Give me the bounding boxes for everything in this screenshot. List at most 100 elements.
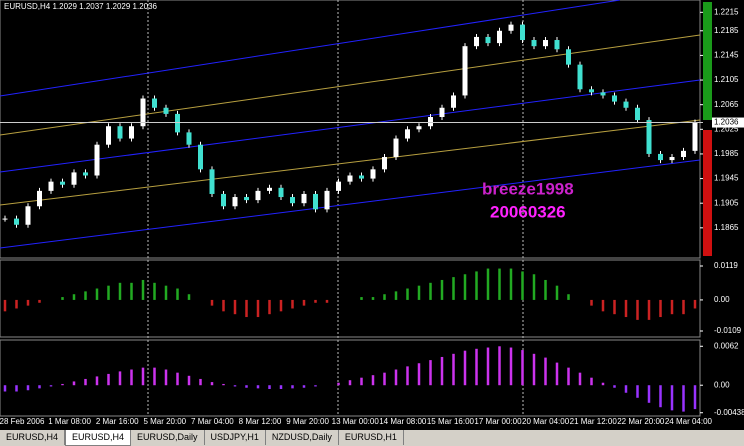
chart: EURUSD,H4 1.2029 1.2037 1.2029 1.2036 br… — [0, 0, 744, 426]
y-tick-label: 1.2185 — [714, 26, 739, 35]
y-tick-label: 1.2145 — [714, 51, 739, 60]
candle — [2, 218, 8, 220]
watermark: 20060326 — [490, 202, 566, 221]
x-tick-label: 20 Mar 04:00 — [522, 417, 570, 426]
candle — [163, 107, 169, 114]
axis-strip — [703, 2, 712, 120]
candle — [577, 64, 583, 90]
chart-header: EURUSD,H4 1.2029 1.2037 1.2029 1.2036 — [4, 2, 158, 11]
channel-line — [0, 79, 701, 173]
chart-tab[interactable]: EURUSD,H1 — [339, 430, 404, 445]
candle — [324, 190, 330, 210]
candle — [347, 175, 353, 182]
candle — [336, 181, 341, 191]
candle — [554, 40, 560, 50]
candle — [267, 187, 272, 191]
candle — [623, 101, 629, 108]
candle — [428, 116, 433, 127]
main-pane — [0, 0, 701, 259]
watermark: breeze1998 — [482, 179, 574, 198]
chart-tab[interactable]: USDJPY,H1 — [205, 430, 266, 445]
chart-tab[interactable]: EURUSD,Daily — [131, 430, 205, 445]
candle — [485, 36, 491, 44]
x-tick-label: 21 Mar 12:00 — [570, 417, 618, 426]
x-tick-label: 7 Mar 04:00 — [191, 417, 234, 426]
candle — [301, 193, 307, 204]
candle — [83, 172, 88, 176]
x-tick-label: 9 Mar 20:00 — [286, 417, 329, 426]
candle — [520, 24, 525, 41]
candle — [439, 107, 445, 117]
chart-tab[interactable]: EURUSD,H4 — [0, 430, 66, 445]
candle — [658, 153, 663, 161]
x-tick-label: 5 Mar 20:00 — [143, 417, 186, 426]
candle — [359, 175, 364, 179]
x-tick-label: 8 Mar 12:00 — [239, 417, 282, 426]
candle — [71, 172, 77, 185]
candle — [232, 197, 238, 207]
y-tick-label: 1.1985 — [714, 149, 739, 158]
candle — [462, 46, 468, 96]
channel-line — [0, 0, 621, 97]
chart-tab[interactable]: EURUSD,H4 — [65, 430, 132, 446]
candle — [646, 120, 652, 154]
candle — [692, 122, 698, 151]
channel-line — [0, 119, 701, 206]
candle — [14, 218, 19, 225]
y-tick-label: 0.00 — [714, 295, 730, 304]
candle — [37, 190, 42, 207]
candle — [543, 40, 548, 47]
axis-strip — [703, 130, 712, 256]
candle — [600, 92, 606, 96]
candle — [186, 132, 192, 145]
candle — [474, 36, 479, 47]
y-tick-label: -0.00438 — [714, 408, 744, 417]
candle — [221, 193, 226, 207]
candle — [393, 138, 399, 158]
candle — [405, 129, 410, 139]
y-tick-label: 1.2025 — [714, 124, 739, 133]
x-tick-label: 15 Mar 16:00 — [427, 417, 475, 426]
candle — [589, 89, 594, 93]
indicator-pane — [0, 339, 701, 417]
x-tick-label: 17 Mar 00:00 — [474, 417, 522, 426]
candle — [370, 169, 376, 179]
candle — [278, 187, 284, 198]
x-tick-label: 28 Feb 2006 — [0, 417, 45, 426]
y-tick-label: 1.1865 — [714, 223, 739, 232]
candle — [209, 169, 215, 194]
y-tick-label: 0.00 — [714, 380, 730, 389]
candle — [48, 181, 54, 191]
candle — [290, 197, 295, 204]
indicator-pane — [0, 259, 701, 338]
candle — [416, 126, 422, 130]
x-tick-label: 13 Mar 00:00 — [332, 417, 380, 426]
price-box — [712, 117, 744, 128]
channel-line — [0, 159, 701, 249]
x-tick-label: 14 Mar 08:00 — [379, 417, 427, 426]
candle — [612, 95, 617, 102]
channel-line — [0, 34, 701, 136]
y-tick-label: 1.2105 — [714, 75, 739, 84]
y-tick-label: 1.1945 — [714, 174, 739, 183]
candle — [140, 98, 146, 127]
chart-tab[interactable]: NZDUSD,Daily — [266, 430, 339, 445]
current-price-label: 1.2036 — [714, 118, 739, 127]
candle — [313, 193, 318, 210]
x-tick-label: 24 Mar 04:00 — [665, 417, 713, 426]
candle — [508, 24, 514, 31]
candle — [497, 30, 502, 44]
candle — [198, 144, 203, 170]
candle — [566, 49, 571, 65]
y-tick-label: 0.0062 — [714, 341, 739, 350]
tab-bar: EURUSD,H4 EURUSD,H4 EURUSD,Daily USDJPY,H1 N… — [0, 430, 744, 446]
y-tick-label: 0.0119 — [714, 261, 738, 270]
candle — [531, 40, 537, 47]
candle — [94, 144, 100, 176]
candle — [451, 95, 456, 108]
y-tick-label: 1.2065 — [714, 100, 739, 109]
candle — [635, 107, 640, 121]
candle — [106, 126, 111, 145]
y-tick-label: -0.0109 — [714, 326, 742, 335]
y-tick-label: 1.1905 — [714, 198, 739, 207]
